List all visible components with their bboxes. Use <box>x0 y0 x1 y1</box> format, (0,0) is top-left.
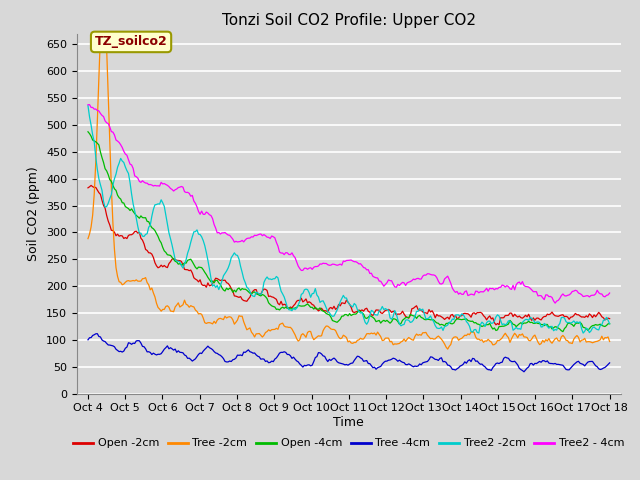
Open -2cm <box>514 314 522 320</box>
Tree2 - 4cm <box>86 102 93 108</box>
Open -2cm <box>378 311 386 316</box>
Tree2 -2cm <box>200 238 207 243</box>
Tree2 - 4cm <box>518 279 526 285</box>
Tree -4cm <box>201 347 209 352</box>
Legend: Open -2cm, Tree -2cm, Open -4cm, Tree -4cm, Tree2 -2cm, Tree2 - 4cm: Open -2cm, Tree -2cm, Open -4cm, Tree -4… <box>69 434 628 453</box>
Open -4cm <box>559 329 567 335</box>
Open -4cm <box>377 320 385 326</box>
Tree2 -2cm <box>377 307 385 312</box>
Open -2cm <box>520 314 528 320</box>
Open -4cm <box>517 320 525 325</box>
Tree -2cm <box>241 323 249 329</box>
Open -2cm <box>492 322 500 328</box>
Tree -2cm <box>606 338 614 344</box>
Tree -2cm <box>201 320 209 325</box>
X-axis label: Time: Time <box>333 416 364 429</box>
Tree -4cm <box>378 361 386 367</box>
Tree -2cm <box>84 236 92 241</box>
Open -4cm <box>240 287 248 292</box>
Tree -2cm <box>90 192 98 197</box>
Tree2 - 4cm <box>201 212 209 217</box>
Tree2 - 4cm <box>378 281 386 287</box>
Tree -4cm <box>84 337 92 343</box>
Tree -4cm <box>513 360 520 366</box>
Tree2 - 4cm <box>513 282 520 288</box>
Open -2cm <box>87 182 95 188</box>
Text: TZ_soilco2: TZ_soilco2 <box>95 36 168 48</box>
Tree2 - 4cm <box>551 300 559 306</box>
Tree -2cm <box>98 14 106 20</box>
Tree2 -2cm <box>240 276 248 282</box>
Tree2 - 4cm <box>84 102 92 108</box>
Tree2 - 4cm <box>606 290 614 296</box>
Line: Tree -4cm: Tree -4cm <box>88 334 610 372</box>
Tree -4cm <box>93 331 101 336</box>
Open -2cm <box>241 298 249 304</box>
Tree -2cm <box>444 346 451 352</box>
Open -4cm <box>84 129 92 135</box>
Tree2 - 4cm <box>92 106 100 112</box>
Line: Open -2cm: Open -2cm <box>88 185 610 325</box>
Tree -4cm <box>90 332 98 337</box>
Tree -4cm <box>241 349 249 355</box>
Line: Tree2 - 4cm: Tree2 - 4cm <box>88 105 610 303</box>
Open -2cm <box>92 184 100 190</box>
Open -4cm <box>606 321 614 326</box>
Tree2 -2cm <box>90 139 98 144</box>
Title: Tonzi Soil CO2 Profile: Upper CO2: Tonzi Soil CO2 Profile: Upper CO2 <box>222 13 476 28</box>
Tree2 -2cm <box>84 103 92 108</box>
Line: Open -4cm: Open -4cm <box>88 132 610 332</box>
Tree -4cm <box>520 369 528 375</box>
Line: Tree2 -2cm: Tree2 -2cm <box>88 106 610 333</box>
Tree2 -2cm <box>511 326 518 332</box>
Line: Tree -2cm: Tree -2cm <box>88 17 610 349</box>
Y-axis label: Soil CO2 (ppm): Soil CO2 (ppm) <box>28 166 40 261</box>
Tree2 -2cm <box>517 326 525 332</box>
Open -4cm <box>90 138 98 144</box>
Open -2cm <box>606 316 614 322</box>
Open -4cm <box>511 322 518 328</box>
Tree2 - 4cm <box>241 237 249 243</box>
Open -4cm <box>200 267 207 273</box>
Open -2cm <box>201 282 209 288</box>
Tree -2cm <box>520 334 528 340</box>
Tree2 -2cm <box>606 321 614 326</box>
Tree -2cm <box>514 335 522 341</box>
Tree -4cm <box>606 360 614 366</box>
Open -2cm <box>84 185 92 191</box>
Tree -4cm <box>518 368 526 373</box>
Tree2 -2cm <box>579 330 587 336</box>
Tree -2cm <box>378 337 386 343</box>
